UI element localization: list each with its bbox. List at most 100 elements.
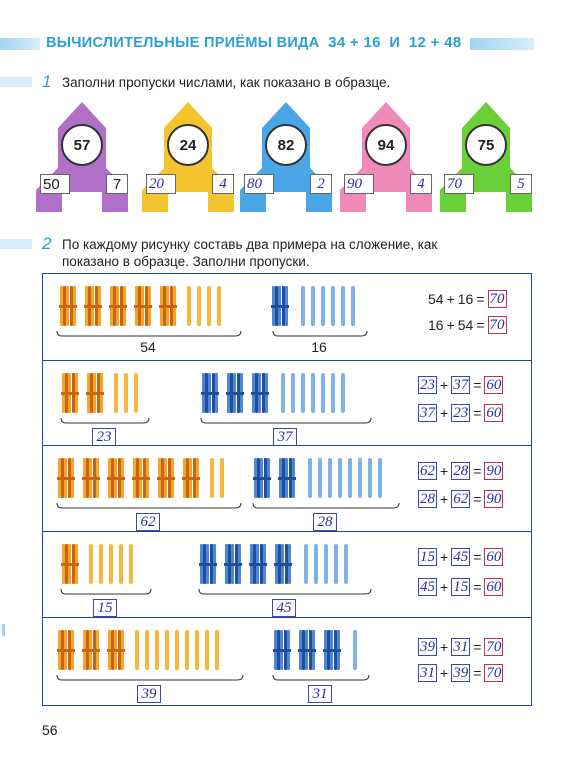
addend-b-box[interactable]: 37 [451,376,471,394]
single-stick [314,544,318,584]
single-stick [99,544,103,584]
single-stick [318,458,322,498]
sum-box[interactable]: 60 [484,404,504,422]
addend-b: 54 [457,317,474,333]
single-stick [358,458,362,498]
addend-a-box[interactable]: 37 [418,404,437,422]
rocket-left-cell: 50 [40,174,70,194]
group-count-box[interactable]: 23 [92,428,116,446]
task2-number: 2 [42,234,52,253]
addend-b-box[interactable]: 39 [451,664,471,682]
title-bar-decoration [0,38,534,50]
task2-text-line1: По каждому рисунку составь два примера н… [62,237,438,252]
addend-a-box[interactable]: 23 [418,376,437,394]
group-bracket [198,589,372,595]
row-separator [42,531,532,532]
group-count-box[interactable]: 62 [136,513,160,531]
stick-bundle [274,544,292,584]
sum-box[interactable]: 90 [484,462,504,480]
equals-sign: = [476,317,485,333]
rocket-top-number: 57 [61,124,103,166]
group-bracket [272,675,370,681]
rocket-right-cell[interactable]: 5 [510,174,532,194]
sum-box[interactable]: 60 [484,578,504,596]
stick-bundle [182,458,200,498]
stick-bundle [109,286,127,326]
equals-sign: = [473,639,482,655]
group-bracket [252,503,400,509]
addend-a: 54 [428,291,444,307]
single-stick [114,373,118,413]
single-stick [215,630,219,670]
single-stick [109,544,113,584]
equation-1: 54 +16 = 70 [428,290,507,308]
rocket-right-cell[interactable]: 4 [212,174,234,194]
rocket-left-cell[interactable]: 80 [244,174,274,194]
addend-b-box[interactable]: 62 [451,490,471,508]
stick-bundle [298,630,316,670]
stick-bundle [82,458,100,498]
plus-sign: + [440,463,449,479]
stick-bundle [224,544,242,584]
rocket-right-cell[interactable]: 4 [410,174,432,194]
stick-bundle [253,458,271,498]
single-stick [135,630,139,670]
rocket-left-cell[interactable]: 70 [444,174,474,194]
plus-sign: + [446,291,455,307]
plus-sign: + [440,665,449,681]
rocket-right-cell[interactable]: 2 [310,174,332,194]
addend-a-box[interactable]: 15 [418,548,437,566]
rocket-right-cell: 7 [106,174,128,194]
group-count-box[interactable]: 37 [273,428,297,446]
group-bracket [60,589,152,595]
stick-bundle [249,544,267,584]
sum-box[interactable]: 70 [484,664,504,682]
single-stick [368,458,372,498]
single-stick [119,544,123,584]
page-title: ВЫЧИСЛИТЕЛЬНЫЕ ПРИЁМЫ ВИДА 34 + 16 и 12 … [46,34,462,51]
plus-sign: + [440,405,449,421]
addend-b-box[interactable]: 45 [451,548,471,566]
stick-bundle [323,630,341,670]
stick-bundle [226,373,244,413]
equation-1: 39 +31 = 70 [418,638,504,656]
group-count-box[interactable]: 28 [313,513,337,531]
stick-bundle [157,458,175,498]
addend-a-box[interactable]: 28 [418,490,437,508]
stick-bundle [86,373,104,413]
addend-b-box[interactable]: 23 [451,404,471,422]
sum-box[interactable]: 60 [484,548,504,566]
margin-mark [2,624,5,636]
addend-a-box[interactable]: 62 [418,462,437,480]
stick-bundle [199,544,217,584]
task1-number: 1 [42,72,52,91]
sum-box[interactable]: 60 [484,376,504,394]
stick-bundle [84,286,102,326]
single-stick [220,458,224,498]
addend-b-box[interactable]: 31 [451,638,471,656]
task2-bar [0,239,32,249]
sum-box[interactable]: 70 [487,290,507,308]
addend-a-box[interactable]: 45 [418,578,437,596]
rocket-left-cell[interactable]: 20 [146,174,176,194]
group-count-box[interactable]: 45 [272,599,296,617]
equation-1: 23 +37 = 60 [418,376,504,394]
addend-b-box[interactable]: 15 [451,578,471,596]
rocket-left-cell[interactable]: 90 [344,174,374,194]
sum-box[interactable]: 90 [484,490,504,508]
addend-b-box[interactable]: 28 [451,462,471,480]
sum-box[interactable]: 70 [484,638,504,656]
group-count-box[interactable]: 39 [137,685,161,703]
single-stick [89,544,93,584]
group-count-box[interactable]: 31 [308,685,332,703]
group-count-box[interactable]: 15 [93,599,117,617]
single-stick [311,286,315,326]
sum-box[interactable]: 70 [487,316,507,334]
rocket-top-number: 75 [465,124,507,166]
single-stick [291,373,295,413]
single-stick [145,630,149,670]
title-expr-2: 12 + 48 [408,34,462,51]
single-stick [129,544,133,584]
addend-a-box[interactable]: 31 [418,664,437,682]
addend-a-box[interactable]: 39 [418,638,437,656]
